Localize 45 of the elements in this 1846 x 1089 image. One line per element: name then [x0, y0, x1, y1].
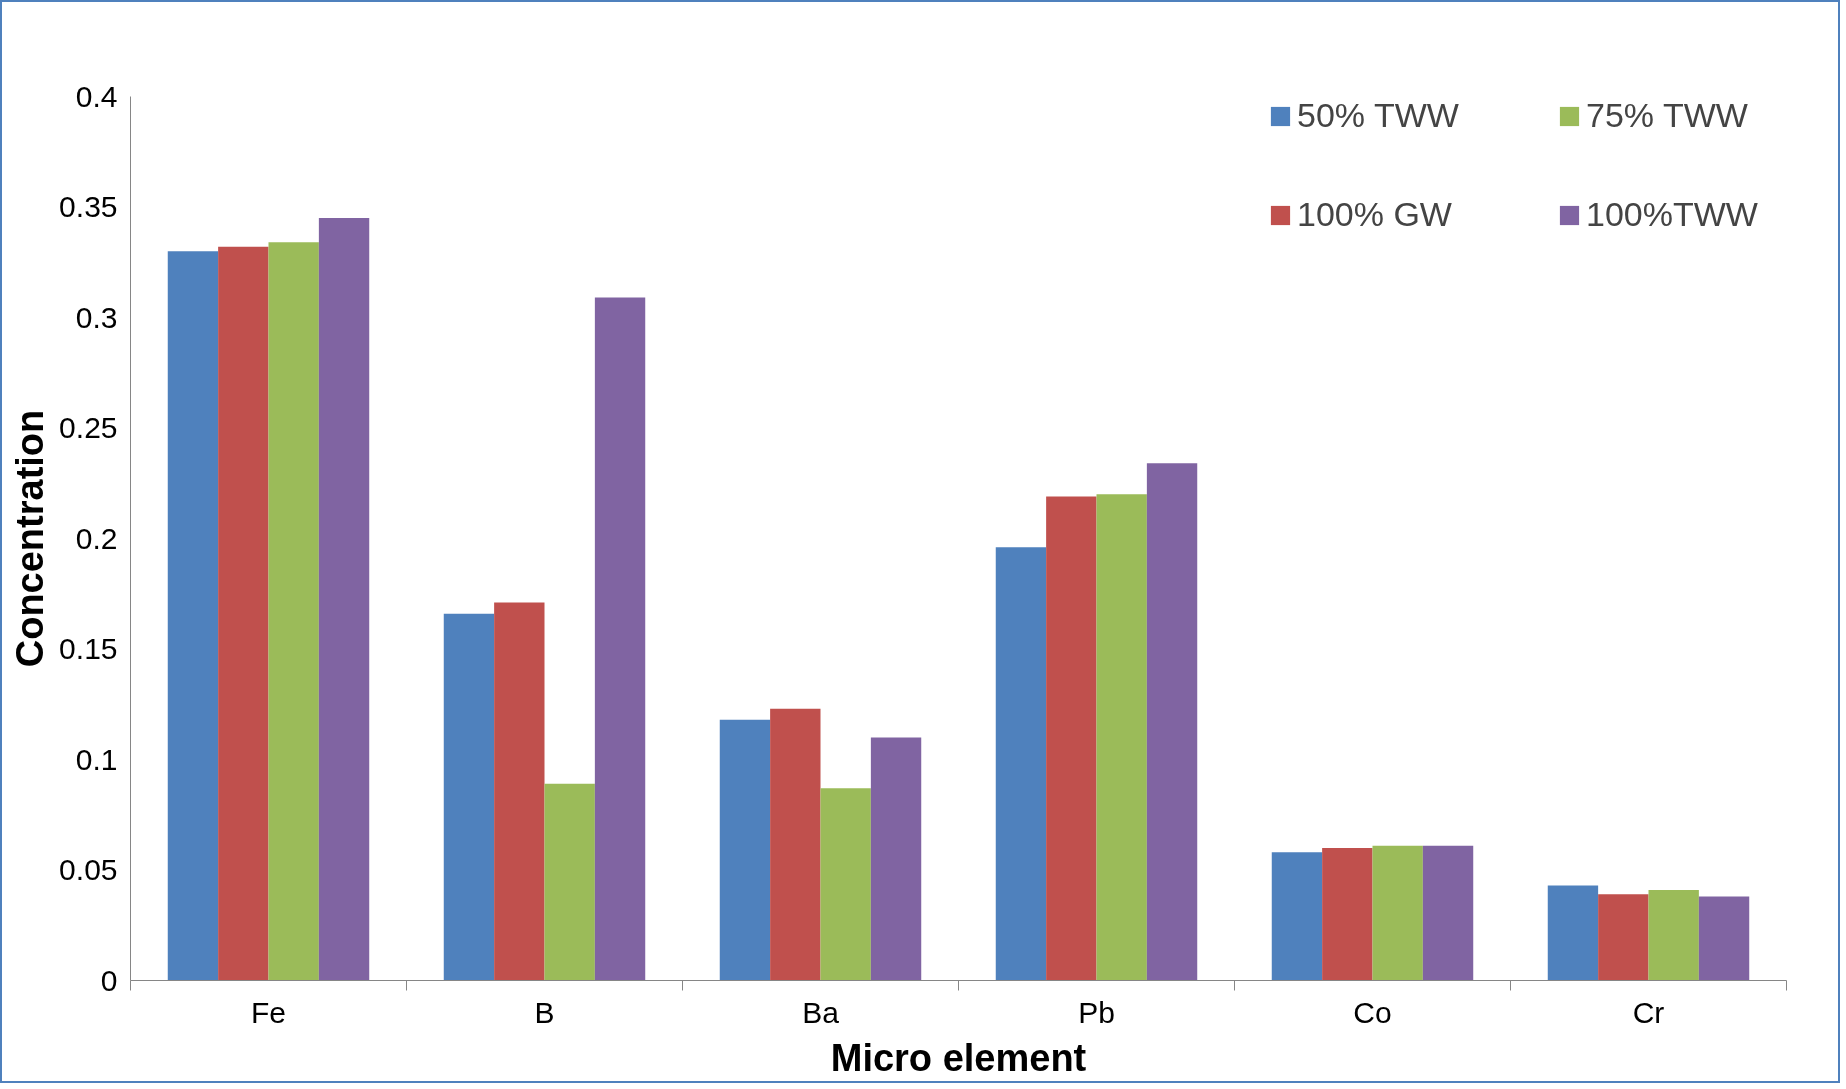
bar: [1648, 889, 1699, 981]
y-tick-label: 0.1: [75, 742, 118, 776]
bar: [1598, 894, 1649, 981]
bar: [770, 708, 821, 981]
bar: [544, 783, 595, 981]
y-tick-label: 0.4: [75, 79, 118, 113]
legend-label: 100%TWW: [1586, 195, 1759, 234]
bar: [594, 297, 646, 981]
y-tick-label: 0.3: [75, 300, 118, 334]
x-tick-label: Co: [1353, 995, 1392, 1029]
y-tick-label: 0.35: [59, 190, 118, 223]
bar: [1146, 463, 1198, 981]
x-tick-label: Ba: [802, 995, 840, 1029]
legend-label: 50% TWW: [1297, 96, 1460, 135]
x-tick-label: Cr: [1632, 995, 1665, 1029]
bar: [318, 218, 370, 981]
x-tick-label: Pb: [1078, 995, 1115, 1029]
legend-label: 75% TWW: [1586, 96, 1749, 135]
bar: [870, 737, 922, 981]
bar: [167, 251, 219, 981]
bar: [494, 602, 545, 981]
bar: [1422, 845, 1474, 981]
x-axis-title: Micro element: [830, 1036, 1087, 1079]
legend-label: 100% GW: [1297, 195, 1453, 234]
bar: [1271, 852, 1323, 981]
x-tick-label: Fe: [251, 995, 287, 1029]
bar: [1046, 496, 1097, 981]
bar: [719, 719, 771, 981]
bar: [218, 246, 269, 981]
bar: [1698, 896, 1750, 981]
bar: [443, 613, 495, 981]
y-axis-title: Concentration: [9, 409, 52, 668]
x-tick-label: B: [534, 995, 555, 1029]
y-tick-label: 0.05: [59, 853, 118, 886]
bar: [820, 788, 871, 981]
y-tick-label: 0.15: [59, 632, 118, 665]
y-tick-label: 0.2: [75, 521, 118, 555]
bar: [1322, 847, 1373, 981]
bar: [1547, 885, 1599, 981]
bar: [268, 242, 319, 981]
bar: [1096, 494, 1147, 981]
y-tick-label: 0: [100, 963, 118, 997]
bar: [1372, 845, 1423, 981]
y-tick-label: 0.25: [59, 411, 118, 444]
bar: [995, 547, 1047, 981]
